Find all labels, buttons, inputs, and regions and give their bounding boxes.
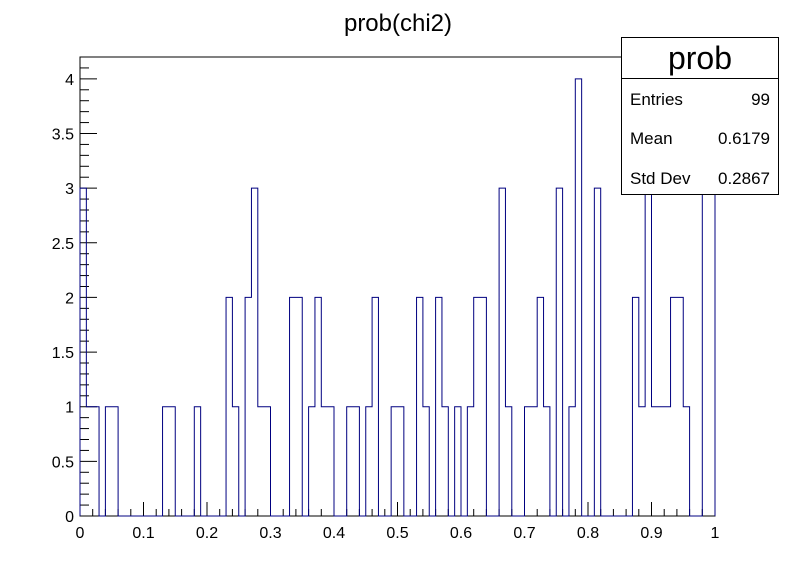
stats-entries-label: Entries	[630, 90, 683, 109]
x-tick-label: 0.4	[323, 525, 345, 542]
x-tick-label: 1	[711, 525, 720, 542]
stats-mean-value: 0.6179	[718, 129, 770, 148]
stats-box: prob Entries 99 Mean 0.6179 Std Dev 0.28…	[621, 37, 779, 195]
y-tick-label: 1.5	[52, 345, 74, 362]
chart-title: prob(chi2)	[344, 10, 452, 37]
y-tick-label: 2.5	[52, 236, 74, 253]
x-tick-label: 0.6	[450, 525, 472, 542]
y-tick-label: 4	[65, 72, 74, 89]
x-tick-label: 0.3	[259, 525, 281, 542]
stats-std-label: Std Dev	[630, 169, 691, 188]
y-tick-label: 3	[65, 181, 74, 198]
stats-title: prob	[622, 38, 778, 79]
x-tick-label: 0.9	[640, 525, 662, 542]
x-tick-label: 0.8	[577, 525, 599, 542]
stats-mean-label: Mean	[630, 129, 673, 148]
stats-std-row: Std Dev 0.2867	[630, 169, 770, 189]
histogram-outline	[79, 78, 716, 517]
stats-std-value: 0.2867	[718, 169, 770, 188]
x-axis: 0 0.1 0.2 0.3 0.4 0.5 0.6 0.7 0.8 0.9 1	[76, 502, 720, 542]
y-axis: 0 0.5 1 1.5 2 2.5 3 3.5 4	[52, 56, 97, 526]
y-tick-label: 1	[65, 400, 74, 417]
y-tick-label: 0	[65, 509, 74, 526]
stats-entries-value: 99	[751, 90, 770, 109]
x-tick-label: 0.7	[513, 525, 535, 542]
x-tick-label: 0.5	[386, 525, 408, 542]
x-tick-label: 0.2	[196, 525, 218, 542]
y-tick-label: 3.5	[52, 127, 74, 144]
stats-entries-row: Entries 99	[630, 90, 770, 110]
stats-mean-row: Mean 0.6179	[630, 129, 770, 149]
x-tick-label: 0	[76, 525, 85, 542]
x-tick-label: 0.1	[132, 525, 154, 542]
y-tick-label: 2	[65, 290, 74, 307]
y-tick-label: 0.5	[52, 454, 74, 471]
